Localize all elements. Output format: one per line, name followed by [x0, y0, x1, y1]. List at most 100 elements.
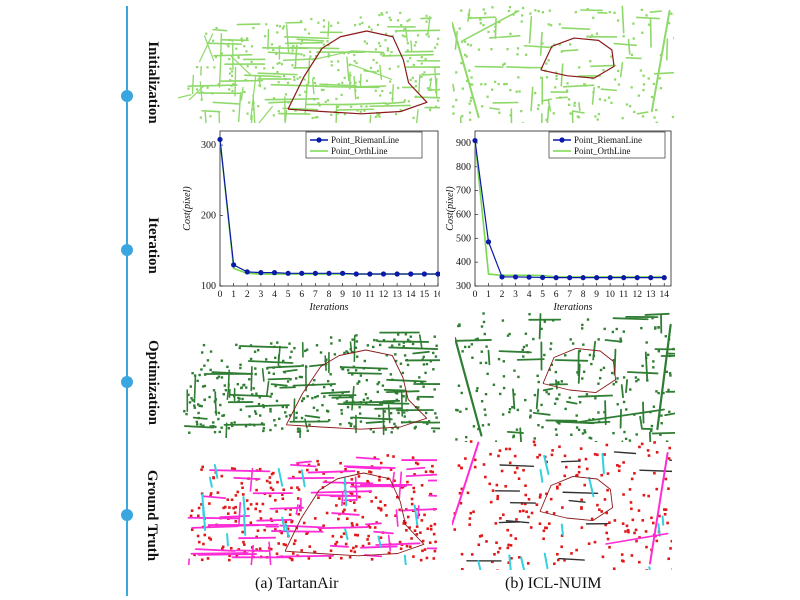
map-point — [206, 66, 209, 69]
map-line — [666, 352, 675, 355]
map-point — [475, 389, 478, 393]
map-point — [399, 547, 403, 551]
map-point — [270, 392, 273, 396]
map-point — [396, 426, 400, 430]
map-line — [577, 394, 614, 398]
map-point — [659, 87, 663, 90]
map-line — [555, 96, 568, 99]
map-line — [543, 552, 549, 570]
map-point — [487, 423, 491, 426]
map-line — [498, 350, 532, 354]
map-line — [388, 346, 439, 350]
map-point — [545, 62, 548, 65]
map-point — [603, 453, 606, 456]
caption-tartanair: (a) TartanAir — [255, 575, 339, 592]
map-point — [545, 118, 548, 121]
map-point — [258, 510, 262, 513]
map-line — [284, 41, 323, 45]
map-point — [659, 433, 662, 436]
map-point — [365, 79, 369, 82]
map-point — [493, 553, 496, 556]
map-point — [248, 101, 251, 104]
legend-entry: Point_OrthLine — [574, 146, 631, 156]
map-point — [343, 113, 347, 116]
map-line — [311, 78, 315, 95]
map-point — [221, 547, 224, 551]
map-point — [377, 381, 381, 384]
map-line — [373, 530, 394, 535]
map-point — [369, 399, 373, 403]
map-point — [369, 428, 373, 431]
map-point — [581, 432, 585, 435]
series-point-point-riemanline — [539, 274, 546, 281]
map-point — [494, 522, 498, 525]
map-point — [306, 395, 309, 398]
map-point — [549, 347, 552, 351]
map-point — [432, 351, 435, 355]
map-point — [491, 560, 494, 564]
x-tick-label: 1 — [231, 290, 236, 300]
map-line — [250, 74, 257, 120]
map-line — [304, 414, 321, 419]
map-point — [590, 34, 594, 37]
map-point — [426, 87, 429, 90]
map-point — [657, 350, 661, 353]
map-point — [200, 503, 203, 506]
map-point — [508, 447, 512, 451]
map-point — [191, 399, 194, 402]
map-line — [377, 340, 430, 343]
map-point — [273, 418, 276, 422]
map-point — [420, 56, 423, 59]
map-line — [577, 363, 581, 384]
map-point — [203, 364, 206, 367]
series-point-point-riemanline — [512, 274, 519, 280]
map-line — [400, 389, 404, 417]
map-line — [538, 313, 542, 340]
map-line — [604, 400, 607, 426]
map-point — [668, 372, 672, 375]
map-point — [460, 391, 463, 395]
map-point — [482, 320, 486, 324]
map-point — [301, 364, 304, 367]
map-point — [555, 397, 558, 400]
map-point — [350, 522, 354, 525]
map-point — [216, 376, 219, 380]
map-point — [238, 346, 241, 350]
map-point — [380, 12, 383, 15]
map-point — [397, 411, 400, 415]
map-point — [420, 75, 423, 78]
map-line — [488, 36, 499, 39]
map-line — [250, 114, 253, 123]
map-line — [257, 72, 298, 76]
map-point — [495, 483, 499, 487]
x-tick-label: 9 — [340, 290, 345, 300]
map-point — [288, 513, 292, 516]
map-point — [290, 520, 293, 524]
map-point — [305, 348, 309, 351]
x-tick-label: 5 — [540, 290, 545, 300]
map-line — [249, 467, 254, 492]
map-point — [506, 546, 510, 550]
map-point — [277, 542, 280, 545]
map-point — [481, 105, 484, 108]
map-point — [431, 464, 434, 468]
map-point — [409, 78, 412, 82]
map-point — [381, 384, 385, 387]
map-point — [277, 81, 280, 84]
map-point — [550, 363, 554, 366]
map-point — [357, 475, 361, 478]
map-point — [281, 27, 285, 30]
map-point — [620, 553, 624, 556]
map-line — [520, 556, 526, 570]
map-point — [597, 382, 600, 385]
map-point — [292, 44, 295, 47]
map-point — [378, 343, 382, 347]
map-point — [308, 545, 312, 548]
map-point — [195, 88, 199, 91]
map-point — [354, 533, 357, 537]
map-point — [389, 18, 392, 22]
map-line — [243, 74, 282, 78]
map-point — [322, 25, 326, 28]
map-point — [655, 451, 659, 454]
y-tick-label: 200 — [201, 211, 216, 222]
